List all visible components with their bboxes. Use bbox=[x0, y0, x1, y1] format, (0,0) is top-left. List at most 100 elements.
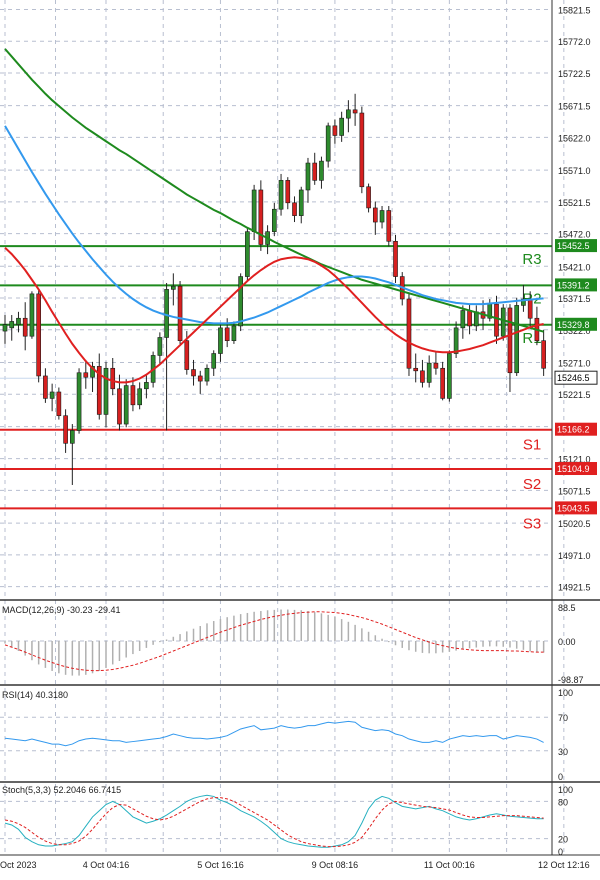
candle-down bbox=[224, 327, 230, 341]
candle-up bbox=[339, 117, 344, 136]
level-price-box bbox=[555, 317, 597, 331]
candle-up bbox=[305, 162, 311, 191]
level-name-s2: S2 bbox=[523, 476, 541, 493]
x-tick-label: 12 Oct 12:16 bbox=[538, 860, 590, 870]
stoch-y-tick: 20 bbox=[558, 835, 568, 845]
candle-down bbox=[359, 112, 365, 188]
candle-up bbox=[9, 321, 15, 329]
x-tick-label: Oct 2023 bbox=[0, 860, 37, 870]
level-name-s3: S3 bbox=[523, 515, 541, 532]
candle-down bbox=[406, 298, 412, 369]
y-tick-label: 15622.0 bbox=[558, 133, 591, 143]
y-tick-label: 14921.5 bbox=[558, 583, 591, 593]
y-tick-label: 15371.5 bbox=[558, 294, 591, 304]
ma-line-mid bbox=[4, 125, 544, 325]
candle-up bbox=[521, 298, 526, 306]
candle-up bbox=[137, 388, 142, 406]
y-tick-label: 15421.0 bbox=[558, 262, 591, 272]
candle-down bbox=[83, 372, 89, 378]
rsi-title: RSI(14) 40.3180 bbox=[2, 690, 68, 700]
candle-up bbox=[298, 189, 304, 216]
candle-down bbox=[312, 162, 318, 181]
candle-up bbox=[144, 382, 149, 390]
candle-up bbox=[157, 337, 163, 356]
candle-down bbox=[130, 385, 136, 406]
y-tick-label: 14971.0 bbox=[558, 551, 591, 561]
candle-up bbox=[514, 305, 520, 374]
candle-up bbox=[271, 208, 277, 232]
candle-up bbox=[70, 430, 75, 444]
candle-up bbox=[29, 293, 35, 337]
level-price-label: 15391.2 bbox=[557, 280, 590, 290]
candle-up bbox=[49, 391, 55, 399]
rsi-y-tick: 70 bbox=[558, 713, 568, 723]
level-price-label: 15043.5 bbox=[557, 503, 590, 513]
candle-up bbox=[325, 125, 331, 162]
candle-up bbox=[346, 109, 351, 119]
candle-up bbox=[453, 327, 459, 354]
macd-y-tick: 88.5 bbox=[558, 603, 576, 613]
candle-down bbox=[96, 366, 102, 415]
macd-y-tick: -98.87 bbox=[558, 675, 584, 685]
y-tick-label: 15821.5 bbox=[558, 5, 591, 15]
candle-down bbox=[177, 285, 183, 341]
candle-down bbox=[433, 362, 439, 369]
stoch-y-tick: 100 bbox=[558, 785, 573, 795]
candle-down bbox=[258, 189, 264, 245]
candle-up bbox=[218, 327, 223, 354]
stoch-y-tick: 80 bbox=[558, 797, 568, 807]
macd-y-tick: 0.00 bbox=[558, 637, 576, 647]
candle-up bbox=[319, 160, 324, 181]
candle-up bbox=[123, 385, 129, 425]
candle-up bbox=[447, 353, 452, 399]
y-tick-label: 15020.5 bbox=[558, 519, 591, 529]
y-tick-label: 15121.0 bbox=[558, 455, 591, 465]
candle-up bbox=[164, 289, 169, 338]
candle-down bbox=[117, 388, 122, 425]
candle-up bbox=[204, 367, 210, 382]
candle-up bbox=[76, 372, 82, 431]
candle-down bbox=[36, 293, 41, 377]
level-price-box bbox=[555, 278, 597, 292]
candle-up bbox=[460, 310, 466, 329]
level-price-label: 15104.9 bbox=[557, 464, 590, 474]
macd-signal-line bbox=[4, 611, 544, 672]
candle-down bbox=[56, 391, 62, 417]
candle-down bbox=[110, 367, 116, 390]
rsi-y-tick: 30 bbox=[558, 747, 568, 757]
candle-up bbox=[90, 366, 95, 378]
level-price-box bbox=[555, 462, 597, 476]
candle-down bbox=[332, 125, 338, 136]
candle-up bbox=[379, 210, 385, 223]
candle-up bbox=[16, 317, 21, 325]
level-name-s1: S1 bbox=[523, 437, 541, 454]
level-name-r3: R3 bbox=[522, 251, 541, 268]
candle-down bbox=[22, 317, 28, 337]
y-tick-label: 15521.5 bbox=[558, 198, 591, 208]
x-tick-label: 4 Oct 04:16 bbox=[83, 860, 130, 870]
candle-down bbox=[184, 340, 190, 370]
candle-down bbox=[292, 202, 297, 216]
level-price-label: 15166.2 bbox=[557, 425, 590, 435]
y-tick-label: 15071.5 bbox=[558, 486, 591, 496]
candle-down bbox=[191, 369, 196, 377]
candle-up bbox=[251, 189, 257, 232]
x-tick-label: 9 Oct 08:16 bbox=[312, 860, 359, 870]
candle-down bbox=[420, 370, 425, 383]
y-tick-label: 15671.5 bbox=[558, 102, 591, 112]
y-tick-label: 15221.5 bbox=[558, 390, 591, 400]
x-tick-label: 11 Oct 00:16 bbox=[424, 860, 475, 870]
y-tick-label: 15772.0 bbox=[558, 37, 591, 47]
candle-up bbox=[103, 367, 109, 415]
candle-up bbox=[473, 311, 479, 327]
candle-down bbox=[527, 298, 533, 319]
candle-down bbox=[197, 375, 203, 382]
y-tick-label: 15271.0 bbox=[558, 358, 591, 368]
candle-down bbox=[440, 367, 445, 399]
candle-up bbox=[171, 285, 176, 290]
candle-up bbox=[211, 353, 217, 369]
candle-down bbox=[352, 109, 358, 114]
level-price-box bbox=[555, 422, 597, 436]
y-tick-label: 15722.5 bbox=[558, 69, 591, 79]
